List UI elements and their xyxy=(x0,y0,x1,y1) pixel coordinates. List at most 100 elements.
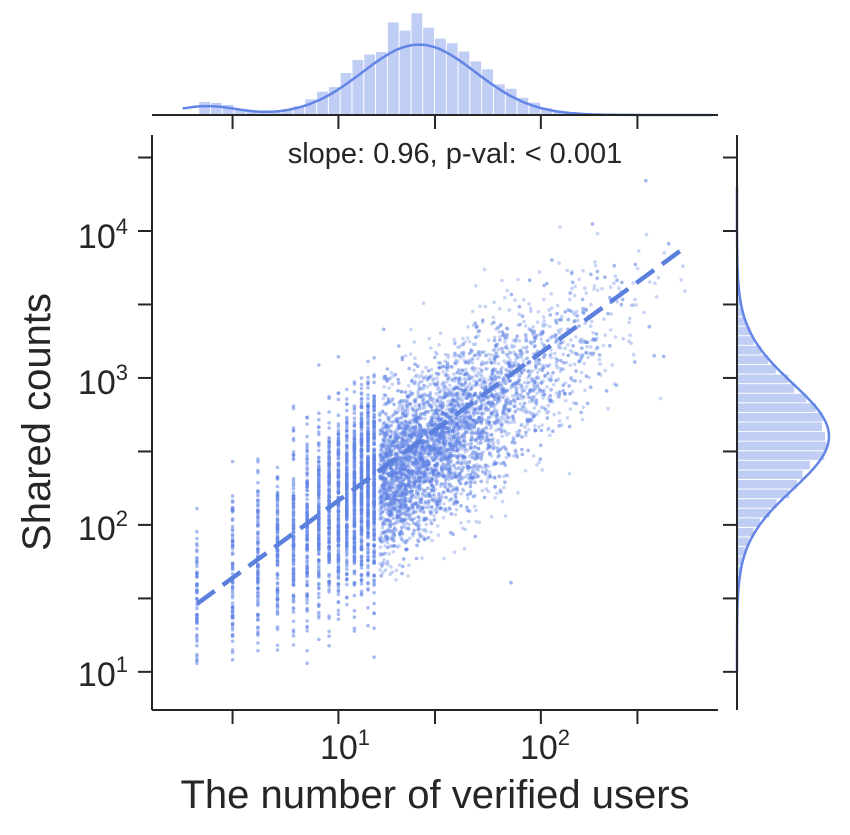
scatter-point xyxy=(359,547,364,552)
scatter-point xyxy=(305,493,309,497)
scatter-point xyxy=(336,470,341,474)
scatter-point xyxy=(372,465,376,470)
scatter-point xyxy=(345,497,349,502)
scatter-point xyxy=(256,481,260,485)
scatter-point xyxy=(291,643,296,647)
scatter-point xyxy=(275,590,280,594)
scatter-point xyxy=(390,398,395,402)
y-histogram-bar xyxy=(737,489,790,499)
scatter-point xyxy=(317,363,321,367)
scatter-point xyxy=(577,277,581,282)
scatter-point xyxy=(563,346,567,351)
scatter-point xyxy=(195,574,199,578)
scatter-point xyxy=(425,385,430,389)
scatter-point xyxy=(275,535,280,539)
scatter-point xyxy=(366,555,370,559)
scatter-point xyxy=(352,424,357,428)
scatter-point xyxy=(275,585,280,590)
scatter-point xyxy=(317,573,321,577)
scatter-point xyxy=(366,379,370,384)
scatter-point xyxy=(275,528,280,532)
x-histogram-bar xyxy=(458,51,470,115)
scatter-point xyxy=(336,573,341,577)
scatter-point xyxy=(336,528,341,532)
scatter-point xyxy=(581,405,586,410)
scatter-point xyxy=(327,537,331,542)
scatter-point xyxy=(352,557,357,561)
scatter-point xyxy=(317,637,321,642)
scatter-point xyxy=(256,613,260,617)
x-histogram-bar xyxy=(505,88,517,115)
scatter-point xyxy=(275,627,280,632)
scatter-point xyxy=(317,492,321,497)
scatter-point xyxy=(305,560,309,565)
scatter-point xyxy=(352,608,357,613)
scatter-point xyxy=(372,550,376,555)
scatter-point xyxy=(305,532,309,537)
scatter-point xyxy=(406,574,411,578)
scatter-point xyxy=(553,351,557,356)
scatter-point xyxy=(352,629,357,633)
scatter-point xyxy=(540,423,544,427)
scatter-point xyxy=(291,634,296,638)
scatter-point xyxy=(345,467,349,471)
scatter-point xyxy=(366,436,370,440)
scatter-point xyxy=(256,550,260,555)
scatter-point xyxy=(372,424,376,428)
scatter-point xyxy=(595,231,600,236)
scatter-point xyxy=(291,619,296,623)
x-histogram-bar xyxy=(482,69,493,115)
scatter-point xyxy=(317,443,321,448)
scatter-point xyxy=(608,328,613,332)
scatter-point xyxy=(291,521,296,525)
scatter-point xyxy=(327,634,331,638)
scatter-point xyxy=(336,536,341,541)
scatter-point xyxy=(372,438,376,443)
scatter-point xyxy=(372,501,376,506)
scatter-point xyxy=(317,521,321,525)
scatter-point xyxy=(327,421,331,425)
scatter-point xyxy=(305,649,309,653)
scatter-point xyxy=(195,571,199,575)
scatter-point xyxy=(336,612,341,616)
y-histogram-bar xyxy=(737,307,744,317)
scatter-point xyxy=(275,523,280,528)
scatter-point xyxy=(291,530,296,535)
scatter-point xyxy=(407,522,412,527)
scatter-point xyxy=(500,346,505,351)
scatter-point xyxy=(317,510,321,515)
scatter-point xyxy=(317,561,321,566)
scatter-point xyxy=(610,363,615,367)
scatter-point xyxy=(424,365,428,370)
scatter-point xyxy=(564,398,568,403)
scatter-point xyxy=(441,515,446,520)
scatter-point xyxy=(195,606,199,611)
scatter-point xyxy=(366,574,370,578)
scatter-point xyxy=(345,428,349,433)
scatter-point xyxy=(305,619,309,623)
scatter-point xyxy=(317,418,321,422)
scatter-point xyxy=(433,350,438,355)
scatter-point xyxy=(336,481,341,486)
scatter-point xyxy=(305,601,309,605)
scatter-point xyxy=(511,414,515,418)
scatter-point xyxy=(644,232,649,237)
scatter-point xyxy=(573,284,577,289)
scatter-point xyxy=(359,386,364,391)
scatter-point xyxy=(366,534,370,539)
x-histogram-bar xyxy=(529,102,541,115)
scatter-point xyxy=(480,488,485,493)
scatter-point xyxy=(291,598,296,603)
scatter-point xyxy=(336,552,341,556)
scatter-point xyxy=(372,626,376,630)
x-histogram-bar xyxy=(364,54,376,115)
scatter-point xyxy=(305,570,309,575)
scatter-point xyxy=(345,481,349,486)
scatter-point xyxy=(524,346,528,350)
scatter-point xyxy=(507,308,512,312)
scatter-point xyxy=(230,588,235,592)
scatter-point xyxy=(305,543,309,548)
scatter-point xyxy=(256,457,260,462)
scatter-point xyxy=(195,590,199,595)
scatter-point xyxy=(327,629,331,634)
